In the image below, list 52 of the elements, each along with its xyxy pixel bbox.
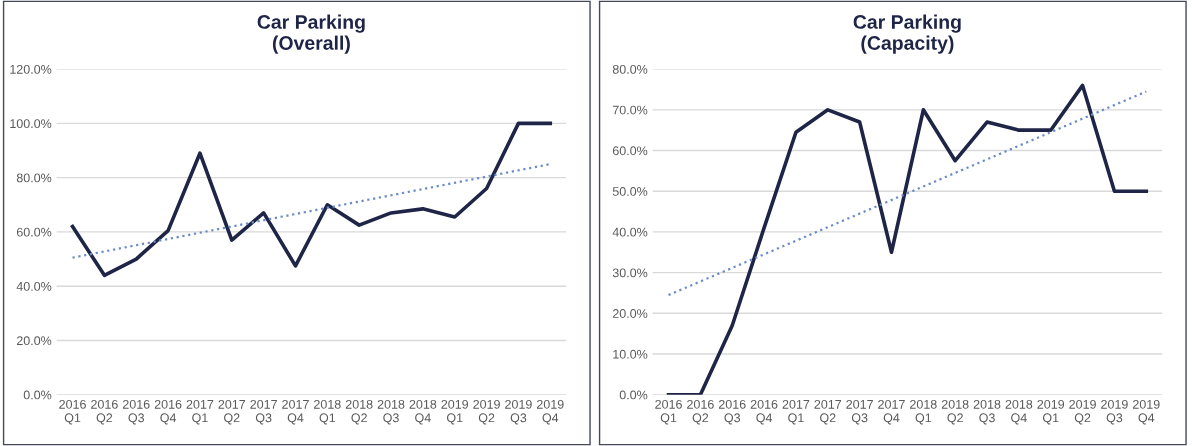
x-tick-label: 2018 Q1	[910, 399, 937, 425]
y-tick-label: 0.0%	[619, 390, 648, 400]
x-tick-label: 2016 Q3	[718, 399, 746, 425]
x-tick-label: 2019 Q1	[1037, 399, 1065, 425]
x-tick-label: 2016 Q1	[59, 399, 86, 425]
y-tick-label: 60.0%	[16, 227, 52, 237]
x-tick-label: 2016 Q2	[687, 399, 714, 425]
y-tick-label: 50.0%	[612, 187, 648, 196]
x-tick-label: 2017 Q4	[878, 399, 905, 425]
y-tick-label: 20.0%	[612, 309, 648, 318]
x-tick-label: 2017 Q2	[218, 399, 246, 425]
chart-title: Car Parking (Capacity)	[853, 14, 961, 54]
x-tick-label: 2016 Q2	[91, 399, 118, 425]
y-tick-label: 100.0%	[10, 119, 52, 129]
x-tick-label: 2017 Q3	[846, 399, 873, 425]
x-tick-label: 2019 Q3	[1101, 399, 1128, 425]
line-series	[70, 121, 553, 278]
y-tick-label: 70.0%	[612, 105, 648, 115]
x-tick-label: 2017 Q1	[186, 399, 214, 425]
x-tick-label: 2018 Q2	[345, 399, 373, 425]
x-tick-label: 2018 Q3	[973, 399, 1001, 425]
x-tick-label: 2016 Q3	[122, 399, 150, 425]
x-tick-label: 2016 Q1	[655, 399, 682, 425]
x-tick-label: 2017 Q4	[282, 399, 309, 425]
y-tick-label: 0.0%	[23, 390, 52, 400]
x-tick-label: 2016 Q4	[154, 399, 182, 425]
y-tick-label: 40.0%	[16, 281, 52, 291]
x-tick-label: 2019 Q4	[1133, 399, 1160, 425]
x-tick-label: 2018 Q4	[409, 399, 437, 425]
y-tick-label: 60.0%	[612, 146, 648, 156]
y-tick-label: 10.0%	[613, 349, 648, 359]
x-tick-label: 2016 Q4	[750, 399, 778, 425]
x-tick-label: 2018 Q4	[1005, 399, 1033, 425]
x-tick-label: 2017 Q3	[250, 399, 277, 425]
y-tick-label: 20.0%	[16, 336, 52, 346]
x-tick-label: 2019 Q2	[1069, 399, 1096, 425]
x-tick-label: 2019 Q4	[537, 399, 564, 425]
y-tick-label: 30.0%	[612, 268, 648, 278]
y-tick-label: 80.0%	[16, 173, 52, 183]
x-tick-label: 2017 Q2	[814, 399, 842, 425]
x-tick-label: 2018 Q3	[377, 399, 405, 425]
y-tick-label: 80.0%	[612, 64, 648, 74]
chart-title: Car Parking (Overall)	[257, 14, 365, 54]
x-tick-label: 2018 Q1	[314, 399, 341, 425]
x-tick-label: 2019 Q3	[505, 399, 532, 425]
x-tick-label: 2017 Q1	[782, 399, 810, 425]
x-tick-label: 2018 Q2	[941, 399, 969, 425]
y-tick-label: 120.0%	[10, 64, 52, 74]
x-tick-label: 2019 Q1	[441, 399, 469, 425]
y-tick-label: 40.0%	[612, 227, 648, 237]
line-series	[666, 83, 1149, 395]
x-tick-label: 2019 Q2	[473, 399, 500, 425]
